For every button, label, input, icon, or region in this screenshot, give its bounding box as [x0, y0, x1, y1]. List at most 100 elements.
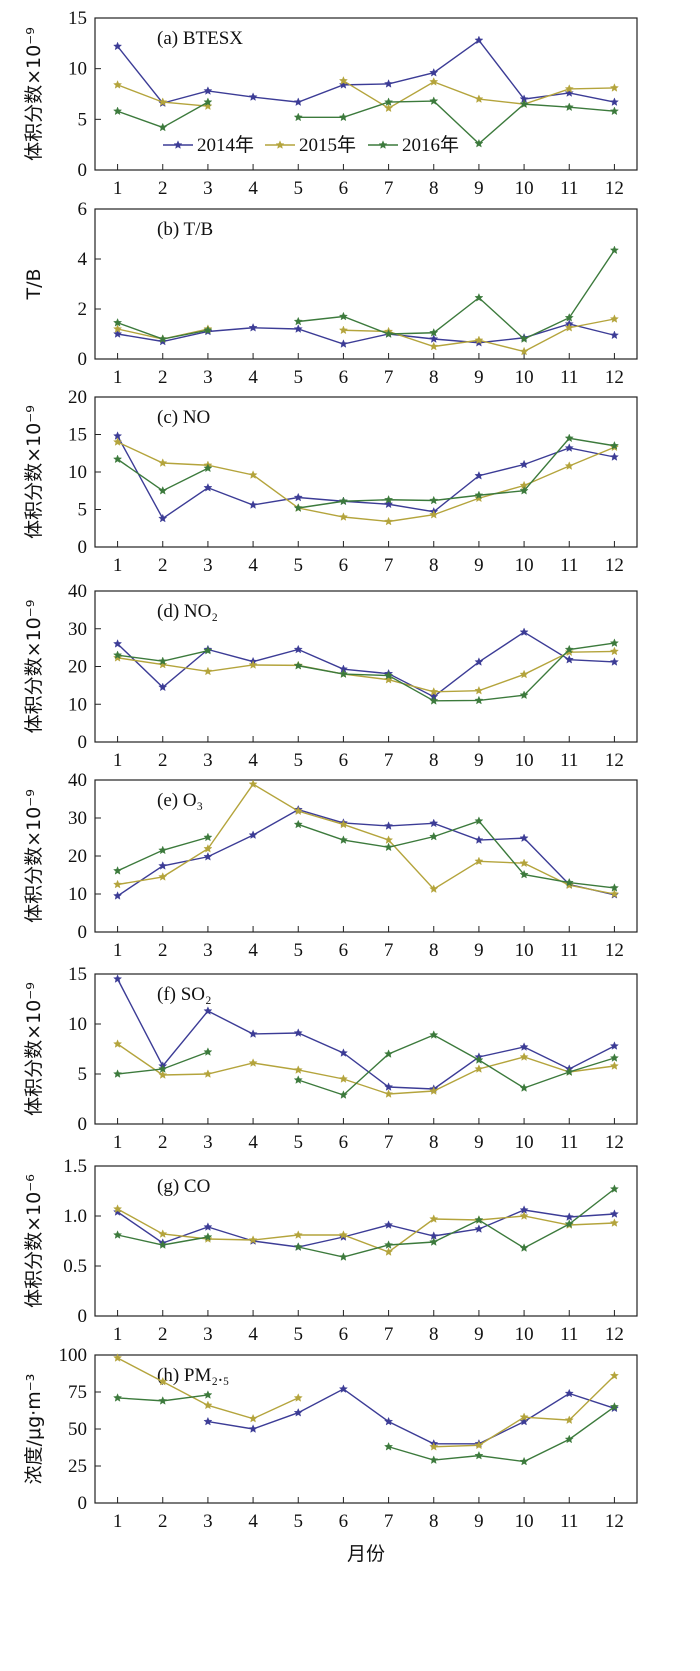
data-point — [248, 1235, 258, 1244]
y-tick-label: 6 — [78, 199, 88, 220]
data-point — [248, 92, 258, 101]
data-point — [474, 695, 484, 705]
x-tick-label: 3 — [203, 367, 213, 388]
y-tick-label: 15 — [68, 8, 87, 29]
data-point — [609, 889, 619, 898]
data-point — [203, 325, 213, 335]
data-point — [203, 832, 213, 842]
x-tick-label: 11 — [560, 750, 578, 771]
x-tick-label: 9 — [474, 178, 484, 199]
x-tick-label: 3 — [203, 1511, 213, 1532]
x-tick-label: 11 — [560, 1511, 578, 1532]
data-point — [474, 94, 484, 103]
data-point — [429, 328, 439, 337]
y-tick-label: 10 — [68, 59, 87, 80]
x-tick-label: 1 — [113, 940, 123, 961]
data-point — [338, 1048, 348, 1057]
x-tick-label: 12 — [605, 555, 624, 576]
data-point — [519, 833, 529, 842]
y-axis-label: 体积分数×10⁻⁹ — [23, 600, 45, 734]
data-point — [429, 818, 439, 828]
y-tick-label: 100 — [59, 1345, 88, 1366]
series-line — [298, 437, 615, 509]
data-point — [384, 821, 394, 830]
series-2016 — [113, 96, 619, 148]
x-tick-label: 8 — [429, 940, 439, 961]
data-point — [113, 1353, 123, 1362]
x-tick-label: 7 — [384, 367, 394, 388]
data-point — [203, 1006, 213, 1015]
data-point — [519, 1083, 529, 1092]
x-tick-label: 2 — [158, 178, 168, 199]
x-tick-label: 7 — [384, 178, 394, 199]
x-tick-label: 5 — [294, 750, 304, 771]
series-2014 — [113, 35, 619, 107]
data-point — [293, 1065, 303, 1074]
data-point — [293, 1028, 303, 1037]
y-axis-label: 体积分数×10⁻⁶ — [23, 1174, 45, 1308]
x-tick-label: 9 — [474, 940, 484, 961]
series-line — [298, 1034, 615, 1096]
x-tick-label: 5 — [294, 555, 304, 576]
y-tick-label: 4 — [78, 249, 88, 270]
x-tick-label: 4 — [248, 367, 258, 388]
data-point — [248, 323, 258, 332]
x-tick-label: 9 — [474, 555, 484, 576]
data-point — [113, 106, 123, 116]
x-tick-label: 6 — [339, 555, 349, 576]
x-tick-label: 1 — [113, 1511, 123, 1532]
series-line — [207, 1388, 615, 1445]
data-point — [158, 97, 168, 106]
series-2016 — [113, 1030, 619, 1099]
data-point — [474, 1440, 484, 1450]
data-point — [519, 459, 529, 469]
data-point — [474, 856, 484, 866]
legend-item-2015: 2015年 — [265, 134, 356, 156]
data-point — [248, 500, 258, 509]
series-2014 — [203, 1384, 619, 1448]
data-point — [203, 1390, 213, 1399]
y-tick-label: 20 — [68, 846, 87, 867]
x-tick-label: 3 — [203, 1324, 213, 1345]
data-point — [293, 492, 303, 502]
data-point — [474, 1215, 484, 1224]
data-point — [429, 1442, 439, 1451]
x-tick-label: 10 — [515, 1511, 534, 1532]
legend: 2014年 2015年 2016年 — [163, 134, 459, 156]
data-point — [564, 647, 574, 656]
y-axis-label: 体积分数×10⁻⁹ — [23, 405, 45, 539]
y-axis-label: T/B — [23, 268, 45, 300]
data-point — [609, 1402, 619, 1411]
data-point — [384, 674, 394, 684]
data-point — [609, 1209, 619, 1218]
data-point — [338, 496, 348, 506]
data-point — [519, 1211, 529, 1220]
series-2015 — [113, 76, 619, 113]
x-tick-label: 2 — [158, 1324, 168, 1345]
x-tick-label: 12 — [605, 1511, 624, 1532]
data-point — [384, 670, 394, 680]
x-axis-label: 月份 — [347, 1543, 385, 1565]
data-point — [429, 510, 439, 519]
x-tick-label: 7 — [384, 1132, 394, 1153]
data-point — [158, 458, 168, 467]
data-point — [564, 88, 574, 97]
data-point — [474, 1064, 484, 1073]
data-point — [384, 499, 394, 509]
data-point — [609, 452, 619, 461]
data-point — [429, 1086, 439, 1095]
data-point — [564, 1434, 574, 1444]
data-point — [293, 1242, 303, 1251]
data-point — [113, 1230, 123, 1239]
x-tick-label: 5 — [294, 367, 304, 388]
data-point — [158, 1396, 168, 1405]
legend-marker — [378, 140, 388, 149]
x-tick-label: 2 — [158, 1132, 168, 1153]
y-tick-label: 0 — [78, 1306, 88, 1327]
x-tick-label: 8 — [429, 178, 439, 199]
legend-item-2014: 2014年 — [163, 134, 254, 156]
panel-label: (a) BTESX — [157, 28, 243, 49]
